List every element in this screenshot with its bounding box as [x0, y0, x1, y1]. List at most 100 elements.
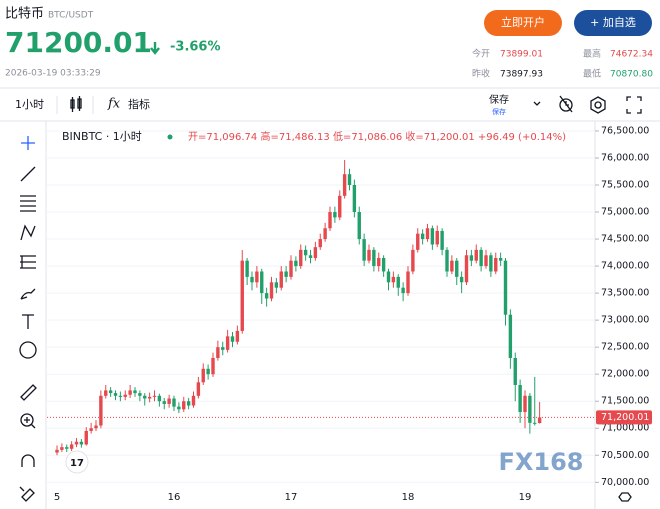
candle-body — [118, 395, 123, 397]
candle-body — [201, 368, 205, 383]
candle-body — [211, 357, 215, 375]
timestamp: 2026-03-19 03:33:29 — [5, 69, 101, 79]
alert-icon[interactable] — [559, 95, 573, 113]
candle-body — [498, 257, 503, 261]
y-tick-label: 75,500.00 — [601, 180, 649, 191]
indicators-button[interactable]: 指标 — [128, 97, 150, 111]
candle-body — [55, 449, 59, 453]
candle-body — [381, 257, 386, 272]
candle-body — [245, 260, 249, 277]
settings-icon[interactable] — [590, 96, 606, 114]
candle-body — [469, 255, 474, 261]
candle-body — [182, 401, 186, 410]
candle-body — [186, 401, 191, 406]
candle-body — [99, 395, 103, 426]
y-tick-label: 72,500.00 — [601, 342, 649, 353]
chart-type-icon[interactable] — [70, 96, 82, 112]
candle-body — [342, 174, 347, 196]
last-price-label: 71,200.01 — [601, 412, 649, 423]
axis-settings-icon[interactable] — [618, 492, 632, 502]
candle-body — [206, 368, 210, 375]
candle-body — [274, 282, 279, 288]
watermark: FX168 — [499, 448, 584, 476]
save-menu-icon[interactable] — [533, 101, 541, 106]
interval-button[interactable]: 1小时 — [15, 98, 44, 111]
stat-value: 70870.80 — [610, 70, 653, 80]
last-price-box — [596, 410, 652, 425]
y-tick-label: 70,000.00 — [601, 477, 649, 488]
candle-body — [152, 395, 157, 397]
watchlist-button[interactable] — [574, 10, 652, 36]
candle-body — [138, 393, 142, 396]
status-dot — [167, 134, 173, 140]
save-status: 保存 — [492, 107, 506, 116]
emoji-tool[interactable] — [19, 341, 37, 359]
candle-body — [279, 271, 283, 288]
price: 71200.01 — [5, 26, 152, 59]
coin-name: 比特币 — [5, 7, 44, 22]
candle-body — [508, 314, 513, 358]
candle-body — [74, 441, 79, 445]
legend-close: 收=71,200.01 — [405, 130, 474, 143]
trendline-tool[interactable] — [20, 166, 36, 182]
candle-body — [108, 390, 113, 394]
candle-body — [289, 260, 293, 277]
save-button[interactable]: 保存 — [489, 93, 509, 106]
y-tick-label: 76,000.00 — [601, 152, 649, 163]
stat-value: 74672.34 — [610, 50, 653, 60]
y-tick-label: 70,500.00 — [601, 450, 649, 461]
x-tick-label: 18 — [402, 492, 415, 503]
crosshair-tool[interactable] — [21, 136, 35, 150]
y-tick-label: 75,000.00 — [601, 207, 649, 218]
candle-body — [357, 212, 361, 240]
lock-tool[interactable] — [19, 486, 35, 502]
open-account-button[interactable] — [484, 10, 562, 36]
candle-body — [416, 233, 420, 250]
candle-body — [162, 401, 166, 404]
fullscreen-icon[interactable] — [626, 96, 642, 114]
candle-body — [528, 395, 532, 423]
ruler-tool[interactable] — [20, 384, 37, 401]
tradingview-logo: 17 — [65, 450, 89, 474]
candle-body — [318, 239, 322, 248]
candle-body — [537, 417, 542, 424]
brush-tool[interactable] — [20, 288, 36, 300]
candle-body — [84, 430, 88, 445]
fib-tool[interactable] — [20, 195, 36, 212]
candle-body — [362, 239, 366, 261]
legend-high: 高=71,486.13 — [260, 130, 329, 143]
candle-body — [333, 212, 337, 218]
x-tick-label: 16 — [168, 492, 181, 503]
legend-change: +96.49 (+0.14%) — [478, 132, 566, 143]
candle-body — [143, 395, 147, 399]
candle-body — [425, 228, 430, 240]
pattern-tool[interactable] — [20, 224, 36, 241]
candle-body — [367, 249, 371, 261]
stat-label: 最高 — [583, 48, 601, 60]
candle-body — [60, 447, 64, 450]
candle-body — [79, 441, 84, 445]
candle-body — [372, 249, 376, 267]
candle-body — [523, 395, 527, 413]
candle-body — [352, 185, 357, 213]
candle-body — [303, 249, 308, 256]
candle-body — [494, 257, 498, 272]
magnet-tool[interactable] — [21, 454, 35, 467]
candle-body — [167, 398, 171, 404]
candle-body — [474, 249, 478, 261]
x-tick-label: 19 — [519, 492, 532, 503]
projection-tool[interactable] — [20, 255, 36, 269]
candle-body — [464, 255, 469, 283]
y-tick-label: 74,000.00 — [601, 261, 649, 272]
zoom-tool[interactable] — [20, 413, 34, 427]
candle-body — [260, 271, 264, 294]
candle-body — [123, 394, 127, 397]
text-tool[interactable] — [22, 314, 34, 329]
candle-body — [406, 271, 410, 294]
candle-body — [177, 406, 181, 410]
candle-body — [377, 257, 381, 267]
candle-body — [221, 347, 225, 350]
candle-body — [299, 249, 303, 267]
candle-body — [396, 276, 400, 288]
candle-body — [147, 396, 152, 399]
